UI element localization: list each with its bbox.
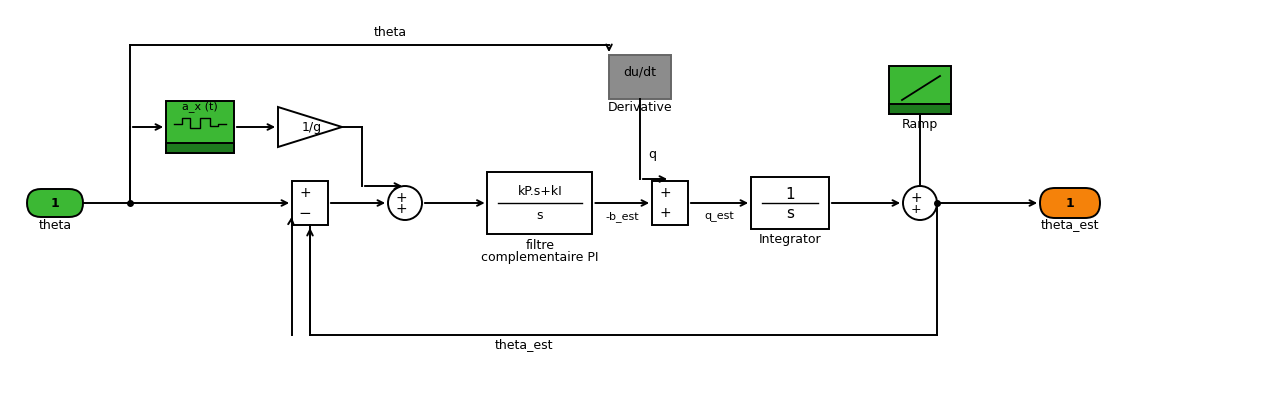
Text: +: + — [911, 203, 921, 216]
Text: +: + — [659, 186, 670, 200]
FancyBboxPatch shape — [609, 55, 670, 99]
Text: s: s — [787, 205, 794, 220]
Text: 1: 1 — [1065, 196, 1074, 209]
FancyBboxPatch shape — [292, 181, 328, 225]
Text: theta: theta — [38, 218, 72, 231]
Text: du/dt: du/dt — [623, 66, 656, 79]
Text: 1/g: 1/g — [301, 120, 322, 134]
Text: kP.s+kI: kP.s+kI — [517, 184, 562, 198]
Text: a_x (t): a_x (t) — [183, 102, 218, 113]
FancyBboxPatch shape — [488, 172, 593, 234]
Text: theta_est: theta_est — [1041, 218, 1099, 231]
Text: +: + — [911, 191, 922, 205]
Text: +: + — [659, 206, 670, 220]
FancyBboxPatch shape — [889, 104, 951, 114]
FancyBboxPatch shape — [653, 181, 688, 225]
FancyBboxPatch shape — [889, 66, 951, 114]
Text: +: + — [299, 186, 310, 200]
Text: filtre: filtre — [526, 239, 554, 252]
Text: -b_est: -b_est — [605, 212, 638, 222]
Text: Integrator: Integrator — [759, 233, 821, 246]
Text: complementaire PI: complementaire PI — [481, 252, 599, 265]
Text: theta: theta — [373, 26, 406, 39]
Text: −: − — [299, 205, 312, 220]
Polygon shape — [278, 107, 342, 147]
FancyBboxPatch shape — [1039, 188, 1099, 218]
FancyBboxPatch shape — [166, 143, 234, 153]
Text: Derivative: Derivative — [608, 100, 672, 113]
Text: +: + — [395, 202, 407, 216]
FancyBboxPatch shape — [751, 177, 829, 229]
FancyBboxPatch shape — [27, 189, 83, 217]
Text: 1: 1 — [785, 186, 794, 201]
Text: Ramp: Ramp — [902, 117, 939, 130]
Text: +: + — [395, 191, 407, 205]
FancyBboxPatch shape — [166, 101, 234, 153]
Text: q_est: q_est — [705, 212, 734, 222]
Text: 1: 1 — [51, 196, 59, 209]
Text: s: s — [536, 209, 543, 222]
Circle shape — [388, 186, 421, 220]
Text: q: q — [647, 148, 656, 161]
Circle shape — [903, 186, 937, 220]
Text: theta_est: theta_est — [494, 339, 553, 352]
